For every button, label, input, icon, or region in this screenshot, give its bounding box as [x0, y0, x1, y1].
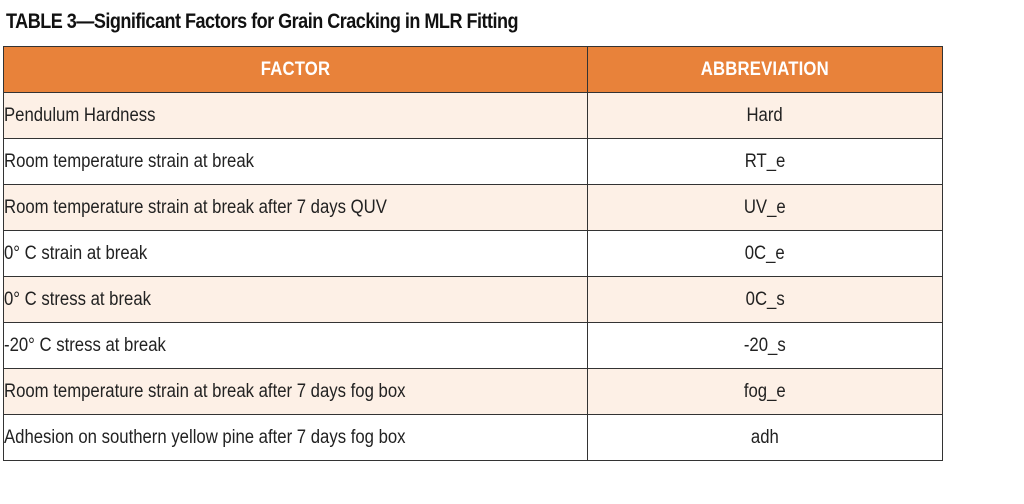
factor-cell: 0° C stress at break [3, 276, 588, 323]
factors-table: FACTOR ABBREVIATION Pendulum Hardness Ha… [3, 46, 943, 461]
table-row: -20° C stress at break -20_s [3, 322, 943, 369]
table-row: 0° C stress at break 0C_s [3, 276, 943, 323]
factor-cell: Adhesion on southern yellow pine after 7… [3, 414, 588, 461]
table-row: 0° C strain at break 0C_e [3, 230, 943, 277]
factor-cell: Room temperature strain at break after 7… [3, 184, 588, 231]
abbreviation-cell: -20_s [587, 322, 943, 369]
abbreviation-cell: adh [587, 414, 943, 461]
factor-cell: Room temperature strain at break after 7… [3, 368, 588, 415]
abbreviation-cell: 0C_e [587, 230, 943, 277]
column-header-abbreviation: ABBREVIATION [587, 46, 943, 93]
abbreviation-cell: RT_e [587, 138, 943, 185]
table-row: Pendulum Hardness Hard [3, 92, 943, 139]
table-row: Room temperature strain at break RT_e [3, 138, 943, 185]
table-row: Room temperature strain at break after 7… [3, 368, 943, 415]
factor-cell: Room temperature strain at break [3, 138, 588, 185]
table-title: TABLE 3—Significant Factors for Grain Cr… [6, 10, 519, 33]
factor-cell: Pendulum Hardness [3, 92, 588, 139]
table-row: Adhesion on southern yellow pine after 7… [3, 414, 943, 461]
factor-cell: -20° C stress at break [3, 322, 588, 369]
table-row: Room temperature strain at break after 7… [3, 184, 943, 231]
table-header-row: FACTOR ABBREVIATION [3, 46, 943, 93]
factor-cell: 0° C strain at break [3, 230, 588, 277]
column-header-factor: FACTOR [3, 46, 588, 93]
abbreviation-cell: 0C_s [587, 276, 943, 323]
abbreviation-cell: Hard [587, 92, 943, 139]
abbreviation-cell: UV_e [587, 184, 943, 231]
abbreviation-cell: fog_e [587, 368, 943, 415]
